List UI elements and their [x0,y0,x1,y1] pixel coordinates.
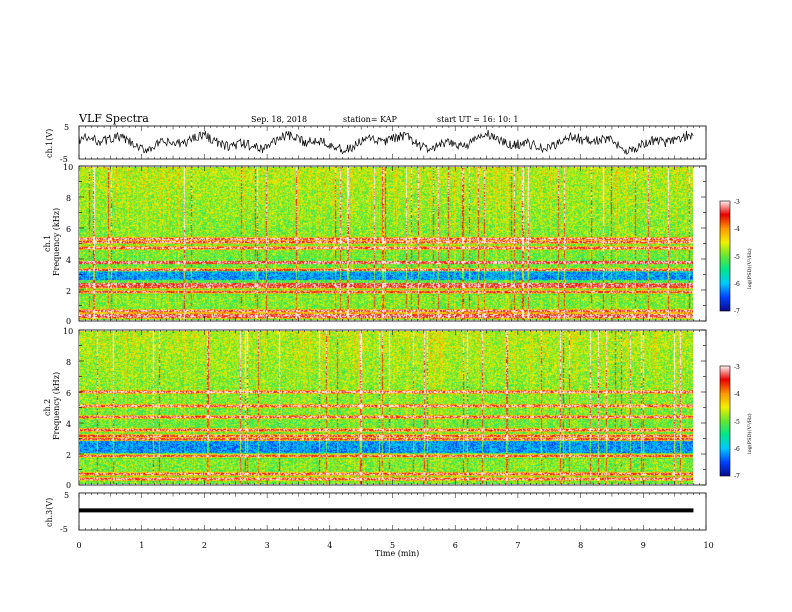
time-tick-label-8: 8 [578,541,583,550]
ch2-spectrogram-panel: 0 2 4 6 8 10 ch.2 Frequency (kHz) [43,327,707,490]
ch2-cb-tick-m4: -4 [734,391,740,398]
time-axis-label: Time (min) [375,549,419,558]
ch1-spectrogram-image [79,167,693,320]
time-tick-label-2: 2 [202,541,207,550]
ch3-waveform-panel: 5 -5 ch.3(V) [45,491,707,534]
ch2-cb-tick-m7: -7 [734,473,740,480]
ch2-cb-tick-m6: -6 [734,446,740,453]
ch1-spectrogram-ylabel-line2: Frequency (kHz) [52,208,61,276]
ch1-ytick-top: 5 [64,123,69,132]
ch2-freq-tick-10: 10 [63,327,73,336]
ch1-ytick-bottom: -5 [60,155,68,164]
ch2-freq-tick-4: 4 [66,420,71,429]
ch2-freq-tick-8: 8 [66,358,71,367]
ch1-spectrogram-yticks: 0 2 4 6 8 10 [63,163,73,326]
ch1-cb-tick-m4: -4 [734,226,740,233]
time-tick-label-1: 1 [139,541,144,550]
ch2-spectrogram-ylabel-line1: ch.2 [43,399,52,416]
ch1-freq-tick-10: 10 [63,163,73,172]
ch2-colorbar: -3 -4 -5 -6 -7 log(PSD)(V²/Hz) [719,364,753,480]
ch1-spectrogram-panel: 0 2 4 6 8 10 ch.1 Frequency (kHz) [43,163,707,326]
ch1-freq-tick-8: 8 [66,194,71,203]
time-tick-label-3: 3 [265,541,270,550]
ch3-ytick-top: 5 [64,491,69,500]
ch1-cb-tick-m7: -7 [734,308,740,315]
ch2-spectrogram-image [79,331,693,484]
time-tick-label-7: 7 [515,541,520,550]
time-tick-label-0: 0 [77,541,82,550]
time-tick-label-10: 10 [704,541,714,550]
time-tick-label-5: 5 [390,541,395,550]
ch1-ylabel: ch.1(V) [45,129,54,158]
start-ut-label: start UT = 16: 10: 1 [437,115,518,124]
ch1-cb-tick-m3: -3 [734,199,740,206]
ch1-spectrogram-ylabel-line1: ch.1 [43,235,52,252]
ch2-freq-tick-0: 0 [66,481,71,490]
ch2-colorbar-gradient [719,365,731,477]
time-axis: 0 1 2 3 4 5 6 7 8 9 10 [77,541,714,550]
ch2-colorbar-label: log(PSD)(V²/Hz) [746,413,753,454]
ch2-spectrogram-yticks: 0 2 4 6 8 10 [63,327,73,490]
ch1-cb-tick-m6: -6 [734,281,740,288]
ch2-freq-tick-2: 2 [66,451,71,460]
ch1-colorbar: -3 -4 -5 -6 -7 log(PSD)(V²/Hz) [719,199,753,315]
ch1-waveform-line [78,130,694,155]
ch2-cb-tick-m5: -5 [734,419,740,426]
ch1-freq-tick-0: 0 [66,317,71,326]
time-tick-label-9: 9 [641,541,646,550]
ch3-ytick-bottom: -5 [60,525,68,534]
time-tick-label-4: 4 [327,541,332,550]
station-label: station= KAP [343,115,398,124]
ch1-freq-tick-4: 4 [66,256,71,265]
ch1-colorbar-gradient [719,200,731,312]
ch2-cb-tick-m3: -3 [734,364,740,371]
ch2-spectrogram-ylabel-line2: Frequency (kHz) [52,372,61,440]
ch1-waveform-panel: 5 -5 ch.1(V) [45,123,707,164]
ch1-freq-tick-6: 6 [66,225,71,234]
ch2-freq-tick-6: 6 [66,389,71,398]
figure-title: VLF Spectra [78,112,149,125]
date-label: Sep. 18, 2018 [251,115,307,124]
time-tick-label-6: 6 [453,541,458,550]
ch1-freq-tick-2: 2 [66,287,71,296]
ch3-ylabel: ch.3(V) [45,498,54,527]
ch1-cb-tick-m5: -5 [734,254,740,261]
ch1-colorbar-label: log(PSD)(V²/Hz) [746,248,753,289]
